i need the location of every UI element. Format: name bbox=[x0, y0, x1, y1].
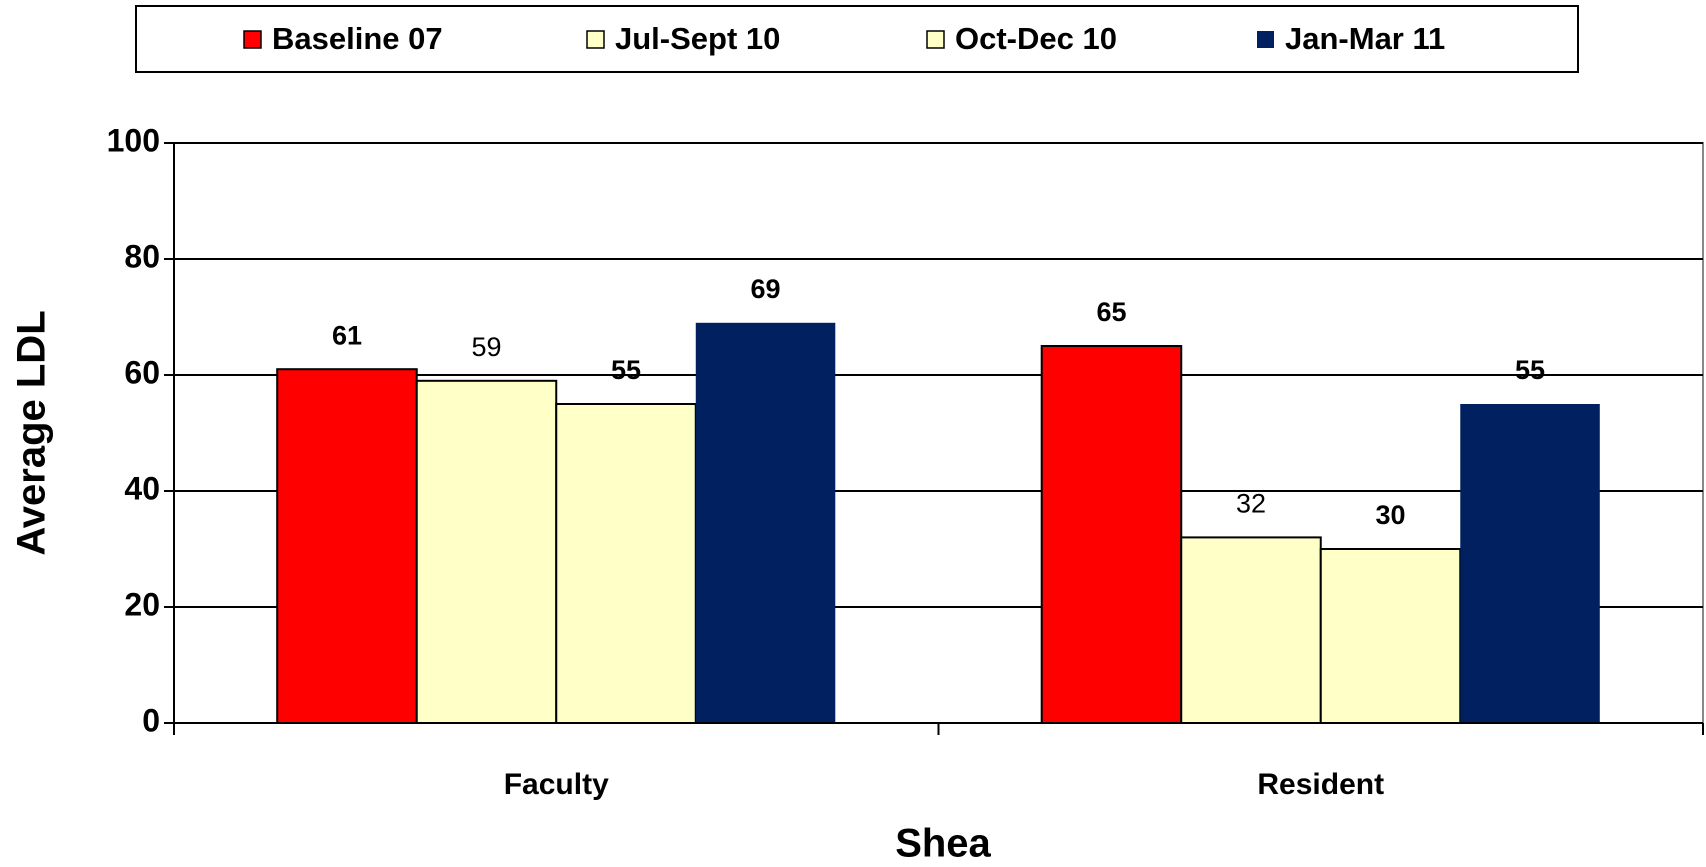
y-tick-label: 40 bbox=[124, 470, 160, 506]
y-tick-label: 20 bbox=[124, 586, 160, 622]
y-tick-label: 80 bbox=[124, 238, 160, 274]
value-label: 61 bbox=[332, 320, 362, 350]
legend-label: Jul-Sept 10 bbox=[615, 21, 780, 56]
bar bbox=[1040, 345, 1183, 724]
y-tick-label: 0 bbox=[142, 702, 160, 738]
value-label: 55 bbox=[1515, 355, 1545, 385]
legend-swatch bbox=[586, 30, 605, 49]
bar bbox=[555, 403, 697, 724]
bar bbox=[415, 379, 558, 724]
bar bbox=[276, 368, 418, 724]
bar bbox=[1180, 536, 1322, 725]
legend-box bbox=[135, 5, 1579, 73]
x-tick-label: Resident bbox=[1257, 768, 1384, 801]
y-axis-title: Average LDL bbox=[10, 310, 54, 555]
value-label: 30 bbox=[1375, 500, 1405, 530]
bar bbox=[1460, 404, 1600, 723]
legend-label: Oct-Dec 10 bbox=[955, 21, 1117, 56]
bar bbox=[695, 322, 836, 723]
legend-swatch bbox=[1257, 31, 1274, 48]
legend-label: Jan-Mar 11 bbox=[1285, 21, 1445, 56]
value-label: 55 bbox=[611, 355, 641, 385]
value-label: 65 bbox=[1096, 297, 1126, 327]
bar bbox=[1319, 548, 1462, 724]
value-label: 59 bbox=[471, 332, 501, 362]
value-label: 32 bbox=[1236, 489, 1266, 519]
legend-swatch bbox=[926, 30, 945, 49]
legend-label: Baseline 07 bbox=[272, 21, 443, 56]
y-tick-label: 60 bbox=[124, 354, 160, 390]
y-tick-label: 100 bbox=[107, 122, 160, 158]
legend-swatch bbox=[243, 30, 262, 49]
x-axis-title: Shea bbox=[895, 822, 991, 866]
value-label: 69 bbox=[751, 274, 781, 304]
x-tick-label: Faculty bbox=[504, 768, 609, 801]
